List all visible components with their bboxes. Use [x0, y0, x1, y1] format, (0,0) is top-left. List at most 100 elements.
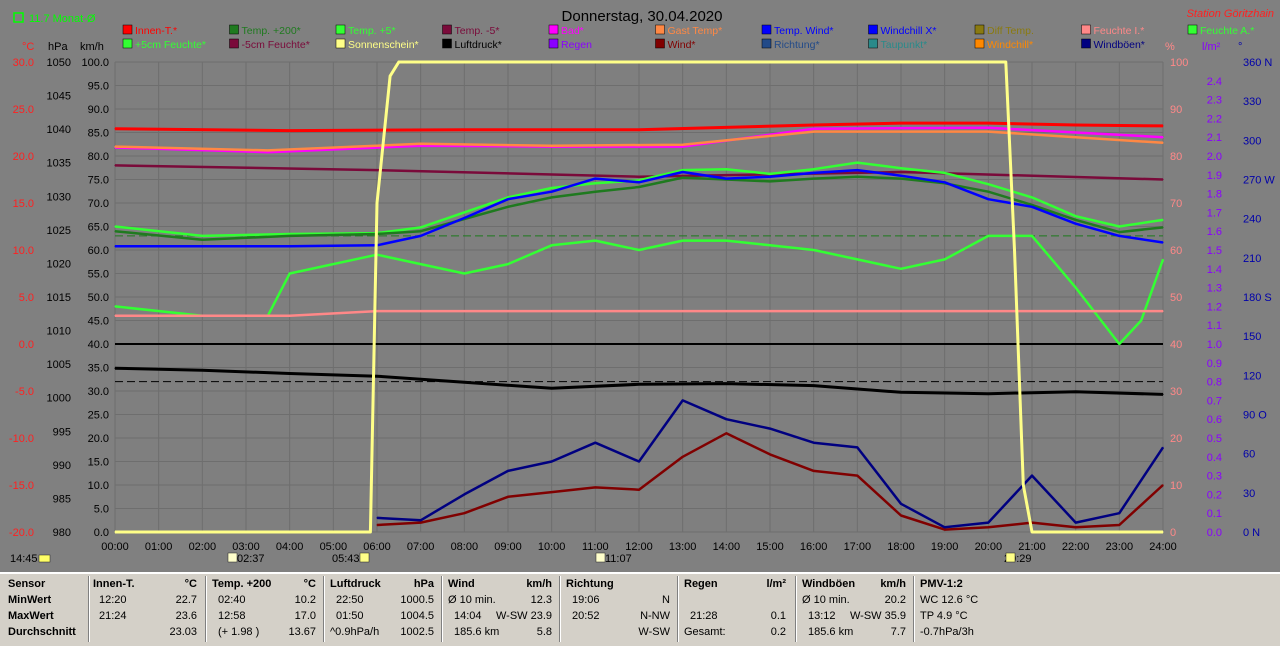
temp-avg-time: (+ 1.98 )	[218, 626, 260, 638]
gusts-min-value: 20.2	[884, 594, 906, 606]
separator	[441, 576, 443, 642]
time-tick: 21:00	[1018, 541, 1046, 553]
temp-tick: 20.0	[13, 151, 34, 163]
series-point	[987, 130, 989, 133]
wind-max-dir: W-SW	[496, 610, 528, 622]
legend-swatch	[655, 38, 665, 49]
series-point	[1075, 287, 1077, 289]
speed-tick: 5.0	[94, 504, 109, 516]
legend-label: Bad*	[561, 25, 584, 37]
series-point	[201, 245, 203, 247]
time-tick: 20:00	[975, 541, 1003, 553]
temp-tick: 25.0	[13, 104, 34, 116]
temp-max-time: 12:58	[218, 610, 246, 622]
series-point	[1022, 484, 1024, 486]
series-point	[769, 180, 771, 182]
speed-tick: 30.0	[88, 386, 109, 398]
gusts-avg-value: 7.7	[890, 626, 906, 638]
innen-max-value: 23.6	[175, 610, 197, 622]
series-point	[420, 145, 422, 147]
direction-tick: 330	[1243, 96, 1261, 108]
pressure-tick: 1000	[47, 393, 71, 405]
stats-col-pressure: Luftdruck hPa 22:50 1000.5 01:50 1004.5 ^0.…	[330, 578, 440, 642]
pressure-tick: 1010	[47, 326, 71, 338]
series-line	[115, 60, 1163, 534]
series-point	[725, 240, 727, 242]
time-tick: 02:00	[189, 541, 217, 553]
rain-tick: 0.6	[1207, 414, 1222, 426]
rain-tick: 1.7	[1207, 207, 1222, 219]
stats-col-pmv: PMV-1:2 WC 12.6 °C TP 4.9 °C -0.7hPa/3h	[920, 578, 1030, 642]
legend-swatch	[122, 24, 133, 35]
series-point	[1162, 258, 1164, 260]
series-point	[900, 175, 902, 177]
legend-label: Temp. +5*	[348, 25, 396, 37]
rain-max-time: 21:28	[690, 610, 718, 622]
speed-tick: 100.0	[81, 57, 109, 69]
series-point	[463, 272, 465, 275]
temp-min-time: 02:40	[218, 594, 246, 606]
series-point	[420, 143, 422, 145]
direction-tick: 210	[1243, 253, 1261, 265]
legend-swatch	[548, 38, 559, 49]
legend-label: Feuchte I.*	[1094, 25, 1145, 37]
innen-max-time: 21:24	[99, 610, 127, 622]
series-point	[551, 460, 553, 463]
series-point	[638, 310, 640, 312]
pressure-tick: 1025	[47, 225, 71, 237]
series-point	[1162, 226, 1164, 229]
stats-col-gusts: Windböen km/h Ø 10 min. 20.2 13:12 W-SW 35.9…	[802, 578, 912, 642]
series-point	[1075, 223, 1077, 225]
station-name: Station Göritzhain	[1187, 8, 1274, 20]
legend-swatch	[335, 38, 346, 49]
unit-rain-stats: l/m²	[766, 578, 786, 590]
rain-tick: 0.0	[1207, 527, 1222, 539]
series-point	[725, 418, 727, 420]
series-point	[856, 161, 858, 164]
separator	[88, 576, 90, 642]
gusts-distance: 185.6 km	[808, 626, 854, 638]
time-tick: 05:00	[320, 541, 348, 553]
series-point	[289, 372, 291, 375]
percent-tick: 30	[1170, 386, 1182, 398]
legend-swatch	[548, 24, 559, 35]
pressure-tick: 1030	[47, 191, 71, 203]
temp-tick: -20.0	[9, 527, 34, 539]
temp-tick: -15.0	[9, 480, 34, 492]
series-point	[267, 149, 269, 151]
series-point	[856, 176, 858, 178]
wind-max-value: 23.9	[530, 610, 552, 622]
legend-swatch	[442, 38, 452, 49]
rain-tick: 1.0	[1207, 339, 1222, 351]
series-point	[813, 385, 815, 387]
sunset-marker: 20:29	[1004, 552, 1032, 565]
month-avg-icon	[13, 12, 24, 23]
legend-swatch	[761, 24, 772, 35]
series-point	[1162, 310, 1164, 312]
series-point	[987, 310, 989, 312]
speed-tick: 40.0	[88, 339, 109, 351]
series-point	[944, 526, 946, 528]
wind-min-value: 12.3	[530, 594, 552, 606]
series-point	[594, 442, 596, 444]
gusts-max-value: 35.9	[884, 610, 906, 622]
legend-swatch	[1187, 24, 1198, 35]
rain-total-value: 0.2	[770, 626, 786, 638]
rain-tick: 2.1	[1207, 132, 1222, 144]
series-point	[201, 235, 203, 237]
series-point	[856, 169, 858, 171]
pressure-tick: 1050	[47, 57, 71, 69]
series-point	[1118, 512, 1120, 514]
series-point	[682, 456, 684, 458]
series-point	[376, 202, 378, 204]
series-point	[682, 144, 684, 146]
series-point	[638, 176, 640, 178]
time-tick: 16:00	[800, 541, 828, 553]
series-point	[900, 171, 902, 173]
series-point	[1162, 484, 1164, 486]
pressure-tick: 1015	[47, 292, 71, 304]
series-point	[900, 177, 902, 180]
series-point	[987, 393, 989, 395]
legend-swatch	[655, 24, 665, 35]
time-tick: 19:00	[931, 541, 959, 553]
